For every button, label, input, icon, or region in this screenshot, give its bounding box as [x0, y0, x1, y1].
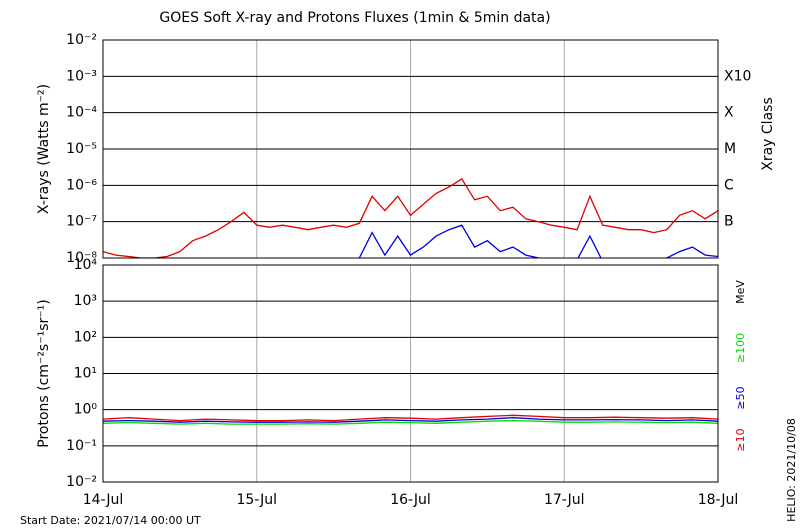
legend-label: ≥50: [734, 386, 747, 409]
plot-frame: [102, 264, 719, 483]
y-tick-label: 10²: [74, 329, 97, 345]
x-tick-label: 18-Jul: [698, 492, 739, 508]
data-line: [103, 414, 718, 422]
data-line: [103, 419, 718, 425]
y-tick-label: 10⁻²: [66, 474, 97, 490]
y-tick-label: 10⁻¹: [66, 438, 97, 454]
plot-frame: [102, 39, 719, 259]
x-tick-label: 16-Jul: [390, 492, 431, 508]
chart-title: GOES Soft X-ray and Protons Fluxes (1min…: [159, 10, 550, 26]
y-tick-label: 10⁻⁷: [66, 214, 97, 230]
data-line: [103, 177, 718, 258]
legend-label: ≥10: [734, 428, 747, 451]
unit-label: MeV: [734, 280, 747, 304]
data-line: [103, 417, 718, 423]
x-tick-label: 15-Jul: [236, 492, 277, 508]
y-tick-label: 10⁻²: [66, 32, 97, 48]
y-tick-label: 10⁰: [74, 402, 98, 418]
y-tick-label: 10⁴: [74, 257, 98, 273]
class-label: M: [724, 141, 736, 157]
y-axis-label: X-rays (Watts m⁻²): [36, 84, 52, 214]
class-label: C: [724, 177, 734, 193]
y-tick-label: 10⁻⁵: [66, 141, 97, 157]
y-axis-label: Protons (cm⁻²s⁻¹sr⁻¹): [36, 299, 52, 448]
right-axis-label: Xray Class: [760, 97, 776, 171]
y-tick-label: 10⁻³: [66, 68, 97, 84]
y-tick-label: 10¹: [74, 366, 97, 382]
data-line: [354, 224, 718, 258]
y-tick-label: 10⁻⁴: [66, 105, 97, 121]
x-tick-label: 17-Jul: [544, 492, 585, 508]
x-tick-label: 14-Jul: [83, 492, 124, 508]
legend-label: ≥100: [734, 333, 747, 363]
y-tick-label: 10⁻⁸: [66, 250, 97, 266]
helio-date: HELIO: 2021/10/08: [785, 418, 798, 522]
class-label: X10: [724, 68, 751, 84]
start-date: Start Date: 2021/07/14 00:00 UT: [20, 514, 201, 527]
y-tick-label: 10⁻⁶: [66, 177, 97, 193]
y-tick-label: 10³: [74, 293, 97, 309]
class-label: X: [724, 105, 734, 121]
class-label: B: [724, 214, 734, 230]
